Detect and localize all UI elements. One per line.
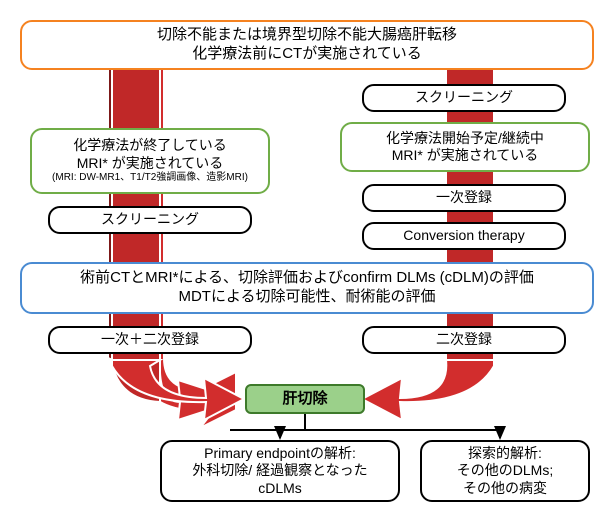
thin-arrows bbox=[0, 0, 610, 517]
